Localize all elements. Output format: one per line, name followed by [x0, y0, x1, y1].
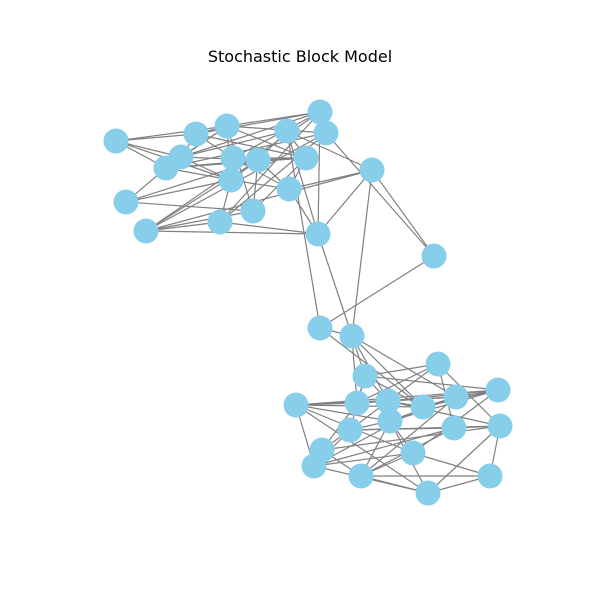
graph-node [415, 480, 441, 506]
graph-edge [125, 179, 232, 203]
graph-edge [427, 425, 501, 494]
graph-edge [286, 130, 373, 171]
graph-node [133, 218, 159, 244]
graph-node [313, 120, 339, 146]
graph-edge [351, 169, 373, 337]
graph-node [283, 392, 309, 418]
graph-edge [145, 210, 254, 232]
graph-edge [180, 130, 288, 158]
graph-node [218, 167, 244, 193]
graph-node [305, 221, 331, 247]
graph-node [220, 145, 246, 171]
graph-edge [145, 230, 319, 235]
graph-edge [351, 335, 457, 398]
graph-node [276, 176, 302, 202]
graph-edge [219, 111, 321, 223]
graph-node [293, 145, 319, 171]
graph-node [485, 377, 511, 403]
graph-node [103, 128, 129, 154]
node-layer [103, 99, 513, 506]
graph-edge [364, 375, 499, 391]
graph-edge [125, 201, 254, 212]
graph-node [421, 243, 447, 269]
graph-edge [295, 404, 391, 422]
graph-node [487, 413, 513, 439]
graph-edge [317, 233, 353, 337]
graph-node [183, 121, 209, 147]
graph-edge [180, 111, 321, 158]
graph-node [339, 323, 365, 349]
graph-edge [325, 132, 435, 257]
graph-node [245, 147, 271, 173]
graph-edge [219, 221, 319, 235]
graph-node [441, 415, 467, 441]
graph-node [344, 390, 370, 416]
graph-edge [371, 169, 435, 257]
graph-edge [295, 404, 429, 494]
graph-edge [317, 169, 373, 235]
chart-title: Stochastic Block Model [207, 47, 393, 66]
graph-node [240, 198, 266, 224]
graph-edge [437, 363, 501, 427]
graph-node [348, 463, 374, 489]
graph-edge [360, 396, 457, 477]
graph-node [377, 408, 403, 434]
graph-edge [115, 133, 197, 142]
graph-edge [226, 125, 307, 159]
graph-edge [356, 363, 439, 404]
graph-node [307, 315, 333, 341]
graph-edge [412, 452, 491, 477]
graph-node [301, 453, 327, 479]
graph-edge [286, 130, 321, 329]
graph-node [274, 118, 300, 144]
graph-edge [319, 255, 435, 329]
graph-node [337, 417, 363, 443]
graph-node [214, 113, 240, 139]
graph-node [207, 209, 233, 235]
graph-node [410, 394, 436, 420]
graph-node [352, 363, 378, 389]
graph-edge [313, 452, 414, 467]
graph-node [425, 351, 451, 377]
graph-edge [389, 389, 499, 422]
graph-node [443, 384, 469, 410]
graph-node [153, 155, 179, 181]
graph-node [477, 463, 503, 489]
graph-node [400, 440, 426, 466]
graph-node [113, 189, 139, 215]
graph-node [359, 157, 385, 183]
graph-edge [286, 130, 319, 235]
graph-node [307, 99, 333, 125]
graph-edge [351, 335, 424, 408]
graph-node [375, 388, 401, 414]
graph-edge [313, 427, 455, 467]
graph-edge [115, 125, 228, 142]
graph-edge [387, 400, 501, 427]
